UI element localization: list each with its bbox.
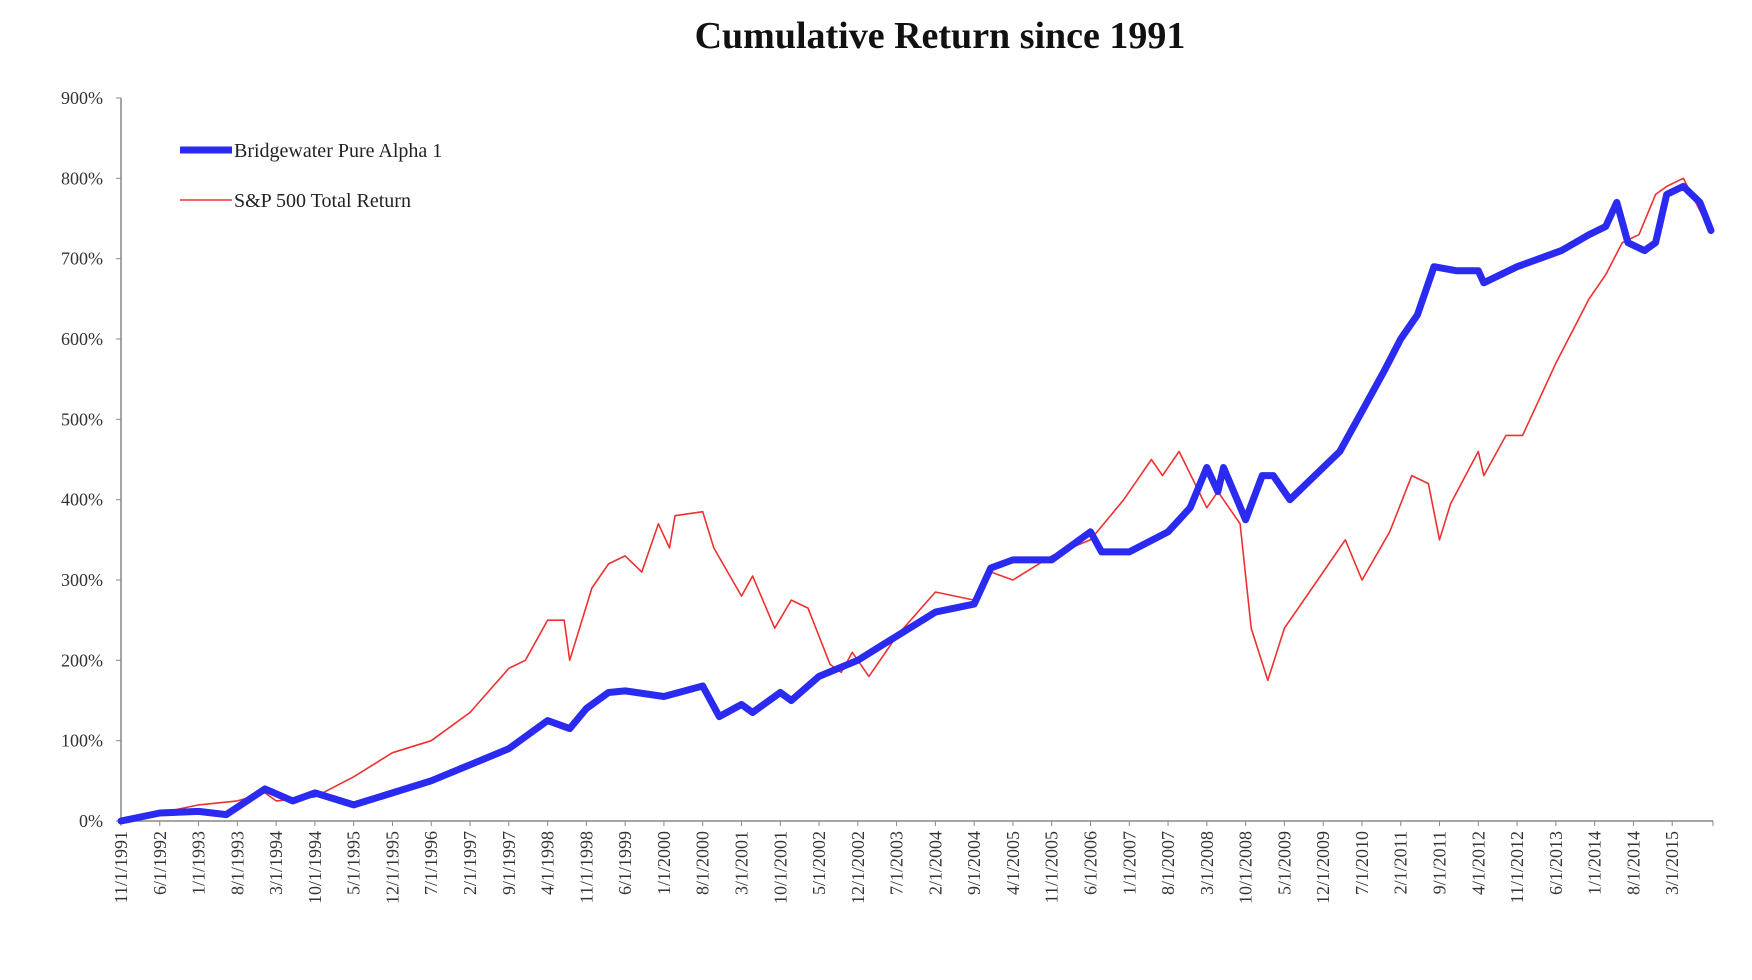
x-tick-label: 6/1/2013 bbox=[1546, 831, 1566, 895]
x-tick-label: 12/1/2002 bbox=[848, 831, 868, 904]
y-tick-label: 200% bbox=[61, 650, 103, 670]
x-tick-label: 7/1/2003 bbox=[887, 831, 907, 895]
x-tick-label: 9/1/1997 bbox=[499, 831, 519, 895]
x-tick-label: 3/1/2015 bbox=[1662, 831, 1682, 895]
chart-title: Cumulative Return since 1991 bbox=[694, 15, 1186, 57]
x-tick-label: 10/1/2008 bbox=[1236, 831, 1256, 904]
x-tick-label: 5/1/2002 bbox=[809, 831, 829, 895]
x-tick-label: 1/1/2014 bbox=[1585, 831, 1605, 895]
x-tick-label: 6/1/2006 bbox=[1081, 831, 1101, 895]
y-tick-label: 500% bbox=[61, 409, 103, 429]
x-tick-label: 4/1/1998 bbox=[538, 831, 558, 895]
x-tick-label: 3/1/2008 bbox=[1197, 831, 1217, 895]
x-tick-label: 8/1/2014 bbox=[1623, 831, 1643, 895]
x-tick-label: 7/1/1996 bbox=[421, 831, 441, 895]
x-tick-label: 8/1/1993 bbox=[227, 831, 247, 895]
x-tick-label: 10/1/1994 bbox=[305, 831, 325, 904]
y-tick-label: 400% bbox=[61, 490, 103, 510]
y-tick-label: 800% bbox=[61, 168, 103, 188]
y-tick-label: 100% bbox=[61, 731, 103, 751]
x-tick-label: 9/1/2004 bbox=[964, 831, 984, 895]
y-tick-label: 700% bbox=[61, 249, 103, 269]
x-tick-label: 5/1/1995 bbox=[344, 831, 364, 895]
x-tick-label: 6/1/1999 bbox=[615, 831, 635, 895]
x-tick-label: 6/1/1992 bbox=[150, 831, 170, 895]
x-tick-label: 9/1/2011 bbox=[1430, 831, 1450, 894]
series-line-sp500 bbox=[120, 177, 1712, 822]
x-tick-label: 12/1/2009 bbox=[1313, 831, 1333, 904]
x-tick-label: 8/1/2007 bbox=[1158, 831, 1178, 895]
x-tick-label: 2/1/2004 bbox=[925, 831, 945, 895]
x-tick-label: 11/1/2012 bbox=[1507, 831, 1527, 903]
x-tick-label: 8/1/2000 bbox=[693, 831, 713, 895]
x-tick-label: 2/1/1997 bbox=[460, 831, 480, 895]
x-tick-label: 1/1/2007 bbox=[1119, 831, 1139, 895]
legend-label: Bridgewater Pure Alpha 1 bbox=[234, 140, 442, 162]
y-tick-label: 900% bbox=[61, 88, 103, 108]
legend-label: S&P 500 Total Return bbox=[234, 190, 411, 212]
series-line-bridgewater bbox=[117, 182, 1715, 825]
y-tick-label: 0% bbox=[79, 811, 103, 831]
x-tick-label: 3/1/1994 bbox=[266, 831, 286, 895]
y-tick-label: 300% bbox=[61, 570, 103, 590]
x-tick-label: 11/1/2005 bbox=[1042, 831, 1062, 903]
x-tick-label: 4/1/2012 bbox=[1468, 831, 1488, 895]
x-tick-label: 3/1/2001 bbox=[731, 831, 751, 895]
x-tick-label: 1/1/2000 bbox=[654, 831, 674, 895]
x-tick-label: 4/1/2005 bbox=[1003, 831, 1023, 895]
x-tick-label: 7/1/2010 bbox=[1352, 831, 1372, 895]
x-tick-label: 12/1/1995 bbox=[382, 831, 402, 904]
series-lines bbox=[117, 177, 1715, 825]
x-tick-label: 1/1/1993 bbox=[189, 831, 209, 895]
legend: Bridgewater Pure Alpha 1 S&P 500 Total Re… bbox=[180, 140, 442, 212]
axes: 0% 100% 200% 300% 400% 500% 600% 700% 800% 900% 11… bbox=[61, 88, 1714, 904]
x-tick-label: 2/1/2011 bbox=[1391, 831, 1411, 894]
y-tick-label: 600% bbox=[61, 329, 103, 349]
x-tick-label: 11/1/1998 bbox=[576, 831, 596, 903]
x-tick-label: 11/1/1991 bbox=[111, 831, 131, 903]
x-tick-label: 10/1/2001 bbox=[770, 831, 790, 904]
x-tick-label: 5/1/2009 bbox=[1274, 831, 1294, 895]
